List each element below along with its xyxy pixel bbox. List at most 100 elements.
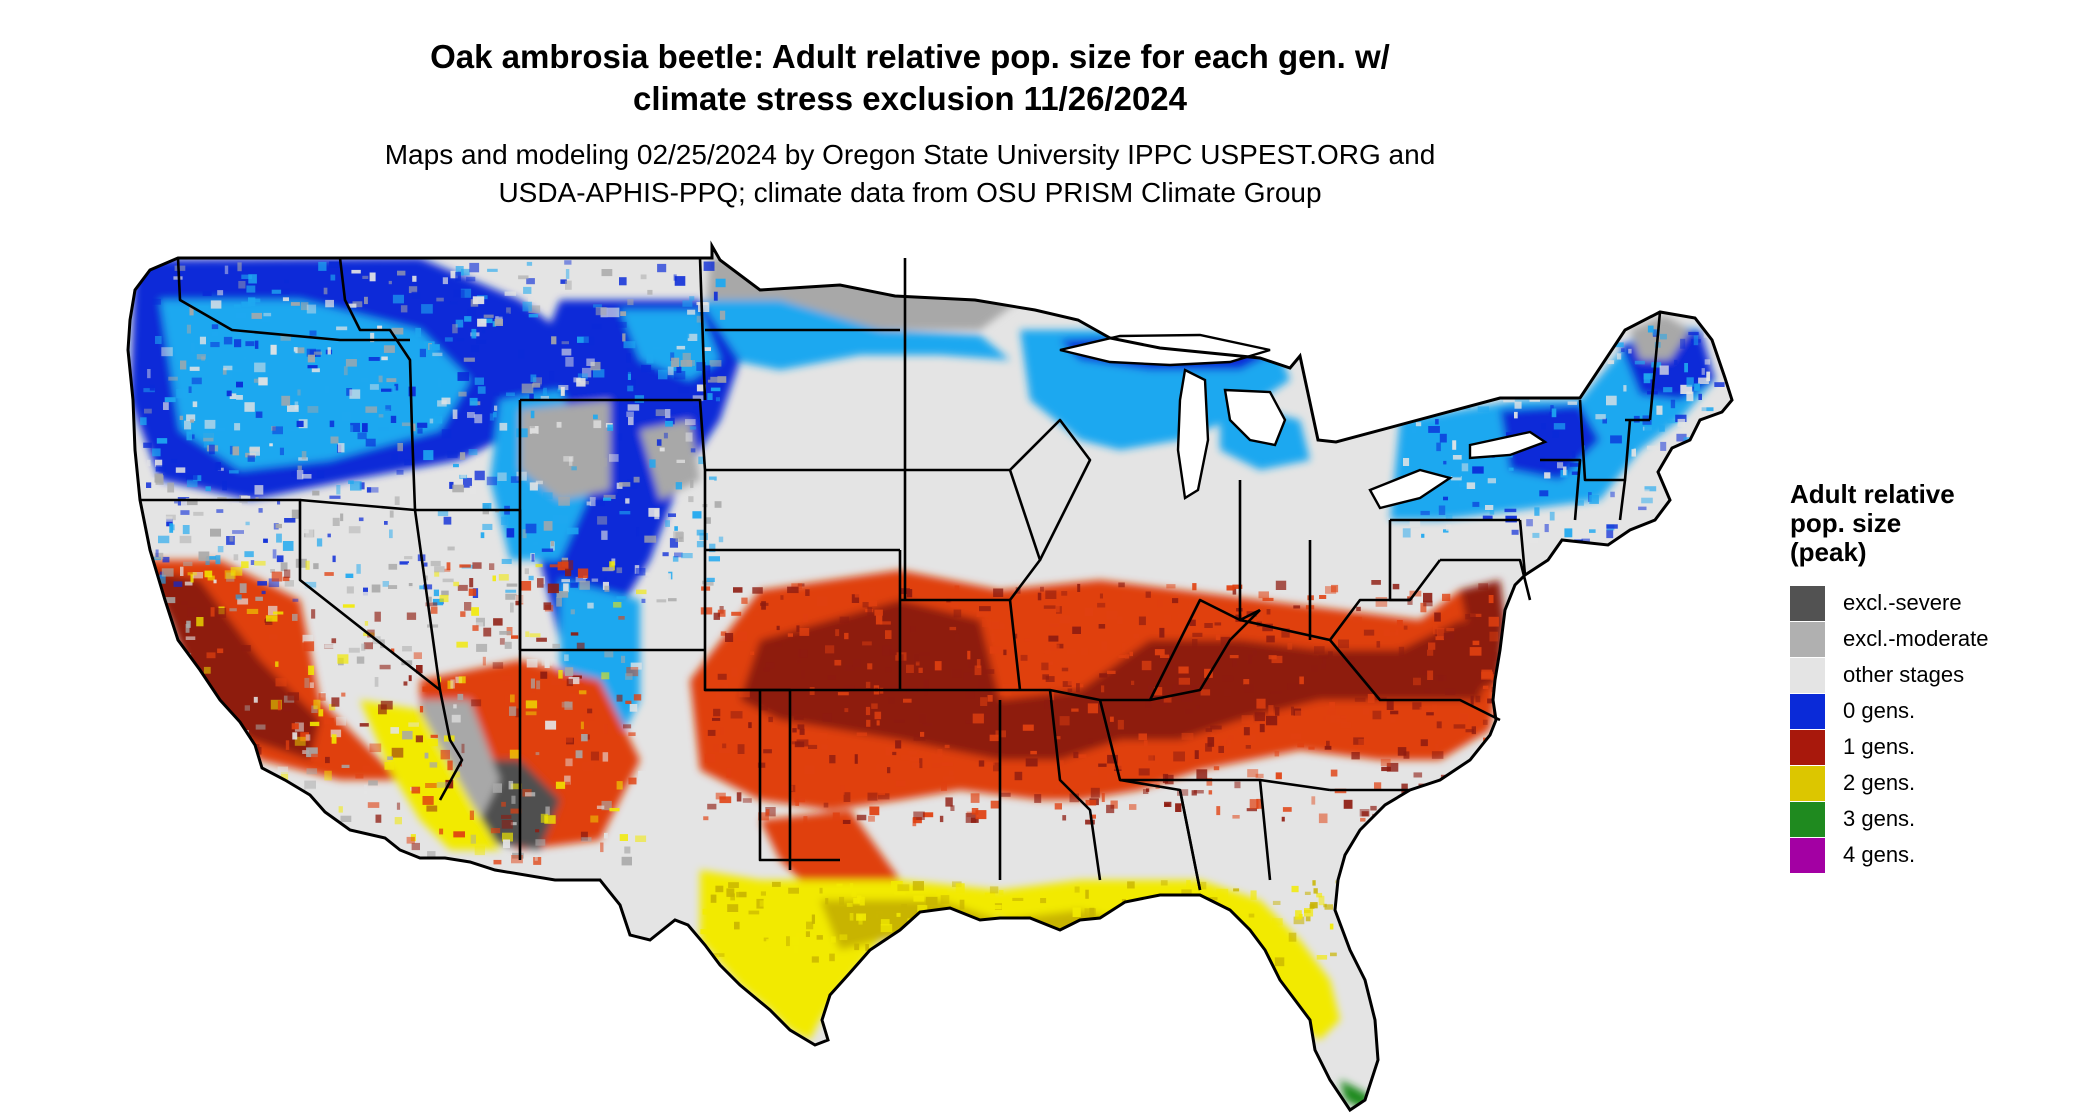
map-speckle xyxy=(587,708,593,714)
map-speckle xyxy=(1281,816,1285,822)
map-speckle xyxy=(229,608,237,612)
map-speckle xyxy=(275,661,279,667)
map-speckle xyxy=(390,727,399,734)
map-speckle xyxy=(1445,514,1453,521)
map-speckle xyxy=(278,288,290,295)
map-speckle xyxy=(311,609,316,619)
great-lake xyxy=(1176,368,1210,500)
map-speckle xyxy=(1105,922,1109,931)
map-speckle xyxy=(713,708,721,717)
map-speckle xyxy=(985,934,993,944)
map-speckle xyxy=(1412,376,1425,386)
map-speckle xyxy=(618,616,625,620)
map-speckle xyxy=(868,586,875,597)
map-speckle xyxy=(297,347,305,354)
legend-label: excl.-moderate xyxy=(1843,626,1989,651)
map-speckle xyxy=(1340,715,1347,720)
map-speckle xyxy=(277,766,289,774)
map-speckle xyxy=(840,785,845,795)
map-speckle xyxy=(1453,724,1466,729)
map-speckle xyxy=(1226,739,1231,748)
map-speckle xyxy=(1135,929,1144,939)
map-speckle xyxy=(189,306,194,316)
map-speckle xyxy=(906,664,914,673)
map-speckle xyxy=(726,767,732,778)
map-speckle xyxy=(1229,953,1235,958)
map-speckle xyxy=(1487,698,1495,704)
map-speckle xyxy=(329,704,336,711)
map-speckle xyxy=(1708,501,1713,510)
map-speckle xyxy=(564,775,571,785)
map-speckle xyxy=(359,723,369,727)
map-speckle xyxy=(419,348,426,358)
map-speckle xyxy=(505,593,517,600)
map-speckle xyxy=(154,473,163,483)
map-speckle xyxy=(570,609,575,615)
map-speckle xyxy=(1205,743,1212,752)
map-speckle xyxy=(1529,534,1538,543)
map-speckle xyxy=(209,444,215,455)
map-speckle xyxy=(723,683,729,691)
map-speckle xyxy=(246,285,256,293)
map-speckle xyxy=(298,529,309,534)
map-speckle xyxy=(1358,739,1366,745)
map-speckle xyxy=(460,611,466,617)
map-speckle xyxy=(1700,406,1707,413)
map-speckle xyxy=(560,279,567,284)
map-speckle xyxy=(613,602,622,608)
map-speckle xyxy=(1504,374,1513,385)
legend-swatch xyxy=(1790,765,1825,801)
map-speckle xyxy=(1177,789,1189,796)
map-speckle xyxy=(1216,806,1221,816)
map-speckle xyxy=(1415,422,1422,427)
map-speckle xyxy=(912,817,917,827)
map-speckle xyxy=(276,555,284,563)
map-speckle xyxy=(576,378,586,387)
map-speckle xyxy=(217,648,224,654)
map-speckle xyxy=(384,521,388,525)
map-speckle xyxy=(763,667,770,672)
map-speckle xyxy=(406,836,415,844)
map-speckle xyxy=(522,301,532,312)
legend-item: excl.-severe xyxy=(1790,585,2090,621)
map-speckle xyxy=(1001,945,1009,955)
map-speckle xyxy=(1071,708,1079,712)
map-speckle xyxy=(537,578,544,588)
map-speckle xyxy=(429,418,435,424)
map-speckle xyxy=(1234,781,1241,789)
map-speckle xyxy=(430,606,438,614)
map-speckle xyxy=(1072,626,1081,634)
map-speckle xyxy=(1232,815,1240,819)
map-speckle xyxy=(1427,649,1434,656)
map-speckle xyxy=(1020,654,1028,661)
state-border xyxy=(698,257,707,401)
map-speckle xyxy=(331,697,340,707)
map-speckle xyxy=(858,915,863,925)
map-speckle xyxy=(1443,529,1449,533)
map-speckle xyxy=(1190,685,1198,689)
map-speckle xyxy=(510,783,522,790)
state-border xyxy=(1178,789,1202,891)
map-speckle xyxy=(506,598,516,604)
map-speckle xyxy=(651,277,657,286)
map-speckle xyxy=(993,762,1001,772)
map-speckle xyxy=(979,606,991,612)
map-speckle xyxy=(180,601,189,605)
map-speckle xyxy=(1681,505,1693,514)
state-border xyxy=(338,257,417,511)
state-border xyxy=(758,690,840,862)
map-speckle xyxy=(237,793,241,801)
map-speckle xyxy=(306,768,318,775)
map-speckle xyxy=(971,808,979,815)
map-speckle xyxy=(1030,750,1037,755)
map-speckle xyxy=(796,739,809,747)
map-speckle xyxy=(378,375,383,383)
map-speckle xyxy=(1338,639,1349,649)
map-speckle xyxy=(197,305,209,312)
map-speckle xyxy=(192,572,203,579)
map-speckle xyxy=(215,427,226,432)
state-border xyxy=(1618,479,1627,521)
map-speckle xyxy=(464,602,472,611)
map-speckle xyxy=(671,357,680,367)
map-speckle xyxy=(439,594,449,603)
